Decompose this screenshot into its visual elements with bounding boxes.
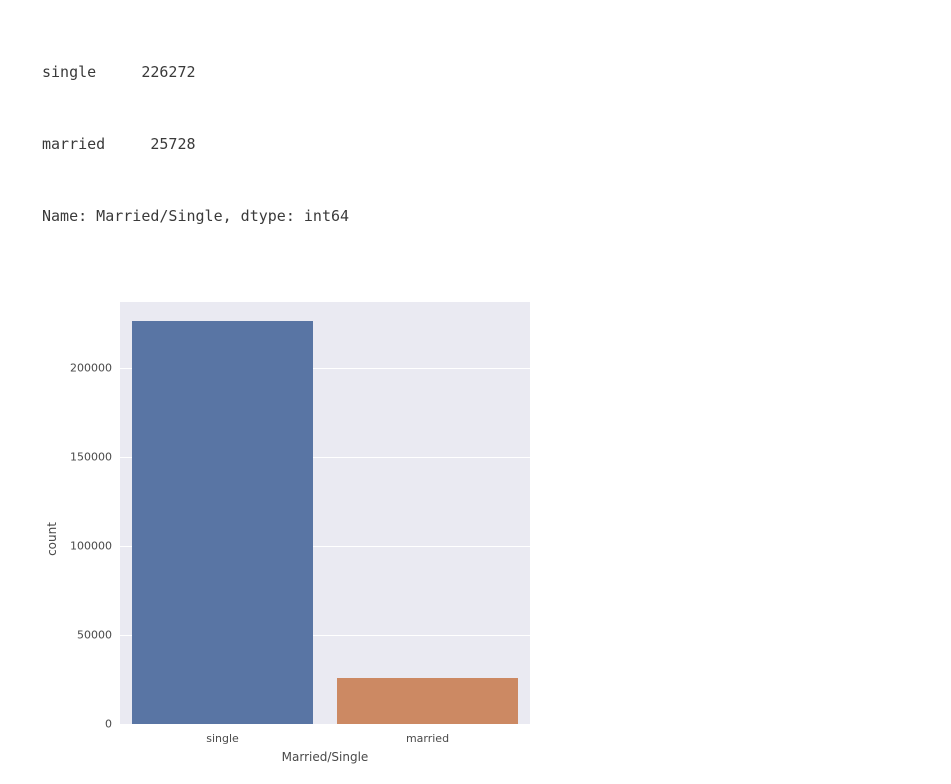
y-tick-label: 50000: [77, 628, 120, 641]
text-line: married 25728: [42, 132, 951, 156]
x-tick-label: single: [206, 724, 239, 745]
y-tick-label: 200000: [70, 361, 120, 374]
text-line: single 226272: [42, 60, 951, 84]
y-tick-label: 0: [105, 718, 120, 731]
y-tick-label: 150000: [70, 450, 120, 463]
y-axis-label: count: [45, 522, 59, 556]
bar-single: [132, 321, 312, 724]
text-line: Name: Married/Single, dtype: int64: [42, 204, 951, 228]
x-tick-label: married: [406, 724, 449, 745]
x-axis-label: Married/Single: [282, 750, 369, 764]
bar-chart: 0 50000 100000 150000 200000 single married Mar…: [42, 294, 562, 784]
plot-area: 050000100000150000200000singlemarriedMar…: [120, 302, 530, 724]
text-output: single 226272 married 25728 Name: Marrie…: [42, 12, 951, 252]
bar-married: [337, 678, 517, 724]
y-tick-label: 100000: [70, 539, 120, 552]
gridline: [120, 724, 530, 725]
